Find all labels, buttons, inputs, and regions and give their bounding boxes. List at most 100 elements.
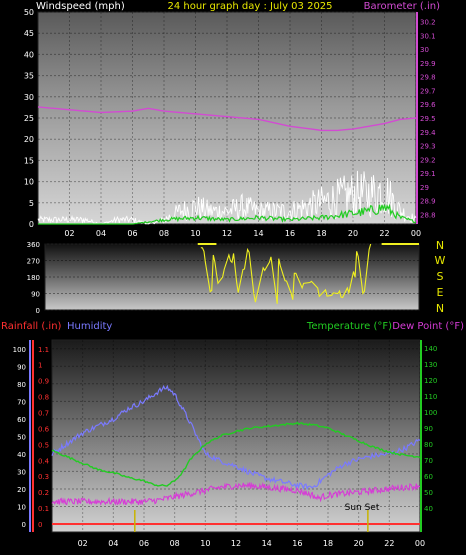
humidity-tick-label: 10 <box>17 503 26 511</box>
humidity-tick-label: 100 <box>13 346 26 354</box>
temperature-tick-label: 80 <box>424 441 433 449</box>
barometer-tick-label: 30 <box>420 46 429 54</box>
climate-x-tick-label: 22 <box>384 539 394 548</box>
humidity-tick-label: 60 <box>17 416 26 424</box>
barometer-line <box>37 106 417 132</box>
temperature-tick-label: 110 <box>424 393 437 401</box>
humidity-tick-label: 50 <box>17 433 26 441</box>
compass-w: W <box>435 254 446 267</box>
temperature-tick-label: 60 <box>424 473 433 481</box>
wind-x-tick-label: 00 <box>411 229 421 238</box>
direction-axis-ticks: 0 90 180 270 360 <box>27 241 40 315</box>
temperature-tick-label: 50 <box>424 489 433 497</box>
climate-x-tick-label: 14 <box>262 539 272 548</box>
barometer-tick-label: 29.2 <box>420 156 436 164</box>
barometer-tick-label: 29.5 <box>420 115 436 123</box>
temperature-tick-label: 100 <box>424 409 437 417</box>
wind-tick-label: 0 <box>29 220 34 229</box>
climate-x-tick-label: 02 <box>78 539 88 548</box>
wind-panel-bg <box>37 11 417 225</box>
rainfall-tick-label: 0.7 <box>38 409 49 417</box>
wind-x-tick-label: 22 <box>379 229 389 238</box>
dewpoint-line <box>51 481 421 506</box>
dewpoint-axis-label: Dew Point (°F) <box>392 321 464 332</box>
wind-x-tick-label: 04 <box>96 229 106 238</box>
direction-series <box>197 243 419 304</box>
climate-gridlines <box>52 340 421 532</box>
climate-x-tick-label: 10 <box>200 539 210 548</box>
barometer-tick-label: 30.2 <box>420 19 436 27</box>
rainfall-tick-label: 0 <box>38 521 42 529</box>
rainfall-tick-label: 0.3 <box>38 473 49 481</box>
rainfall-tick-label: 0.5 <box>38 441 49 449</box>
climate-x-tick-label: 12 <box>231 539 241 548</box>
humidity-line <box>51 384 421 491</box>
rainfall-tick-label: 1 <box>38 362 42 370</box>
climate-x-tick-label: 16 <box>292 539 302 548</box>
temperature-tick-label: 130 <box>424 361 437 369</box>
barometer-tick-label: 29.6 <box>420 101 436 109</box>
climate-series <box>51 384 421 532</box>
climate-x-tick-label: 00 <box>415 539 425 548</box>
wind-average-line <box>38 203 417 225</box>
temperature-line <box>51 421 421 487</box>
compass-s: S <box>437 270 444 283</box>
humidity-tick-label: 40 <box>17 451 26 459</box>
windspeed-axis-label: Windspeed (mph) <box>36 1 125 12</box>
rainfall-tick-label: 0.6 <box>38 425 50 433</box>
wind-tick-label: 50 <box>24 8 34 17</box>
barometer-tick-label: 28.9 <box>420 198 436 206</box>
humidity-tick-label: 20 <box>17 486 26 494</box>
rainfall-tick-label: 0.9 <box>38 378 49 386</box>
rainfall-tick-label: 1.1 <box>38 346 49 354</box>
wind-x-tick-label: 12 <box>222 229 232 238</box>
barometer-tick-label: 29.7 <box>420 87 436 95</box>
wind-axis-ticks: 0 5 10 15 20 25 30 35 40 45 50 28.8 28.9 29 29.1 29.2 29… <box>24 8 436 238</box>
wind-tick-label: 20 <box>24 135 34 144</box>
humidity-tick-label: 70 <box>17 398 26 406</box>
barometer-tick-label: 29.8 <box>420 74 436 82</box>
barometer-tick-label: 29 <box>420 184 429 192</box>
direction-tick-label: 180 <box>27 274 40 282</box>
barometer-tick-label: 29.3 <box>420 143 436 151</box>
humidity-tick-label: 0 <box>22 521 26 529</box>
humidity-axis-label: Humidity <box>67 321 112 332</box>
rainfall-tick-label: 0.4 <box>38 457 50 465</box>
temperature-tick-label: 70 <box>424 457 433 465</box>
compass-n-top: N <box>436 239 444 252</box>
sunset-label: Sun Set <box>345 503 380 513</box>
compass-n-bottom: N <box>436 302 444 315</box>
climate-x-tick-label: 08 <box>170 539 180 548</box>
barometer-tick-label: 30.1 <box>420 32 436 40</box>
climate-x-tick-label: 04 <box>108 539 118 548</box>
climate-axis-ticks: 010203040506070809010000.10.20.30.40.50.… <box>13 345 438 548</box>
wind-tick-label: 5 <box>29 199 34 208</box>
climate-x-tick-label: 06 <box>139 539 149 548</box>
barometer-axis-label: Barometer (.in) <box>364 1 440 12</box>
direction-tick-label: 90 <box>31 291 40 299</box>
barometer-tick-label: 28.8 <box>420 211 436 219</box>
wind-tick-label: 15 <box>24 156 34 165</box>
wind-x-tick-label: 16 <box>285 229 295 238</box>
compass-e: E <box>437 286 444 299</box>
rainfall-tick-label: 0.2 <box>38 489 49 497</box>
wind-tick-label: 40 <box>24 50 34 59</box>
rainfall-axis-label: Rainfall (.in) <box>1 321 62 332</box>
rainfall-tick-label: 0.1 <box>38 505 49 513</box>
temperature-tick-label: 140 <box>424 345 437 353</box>
wind-x-tick-label: 18 <box>316 229 326 238</box>
wind-tick-label: 10 <box>24 178 34 187</box>
humidity-tick-label: 30 <box>17 468 26 476</box>
chart-title: 24 hour graph day : July 03 2025 <box>167 1 332 12</box>
wind-x-tick-label: 06 <box>127 229 137 238</box>
temperature-tick-label: 90 <box>424 425 433 433</box>
wind-x-tick-label: 10 <box>190 229 200 238</box>
wind-x-tick-label: 14 <box>253 229 263 238</box>
direction-tick-label: 270 <box>27 258 40 266</box>
barometer-tick-label: 29.9 <box>420 60 436 68</box>
wind-direction-line <box>200 243 372 304</box>
rainfall-tick-label: 0.8 <box>38 394 49 402</box>
wind-tick-label: 25 <box>24 114 34 123</box>
climate-x-tick-label: 20 <box>354 539 364 548</box>
